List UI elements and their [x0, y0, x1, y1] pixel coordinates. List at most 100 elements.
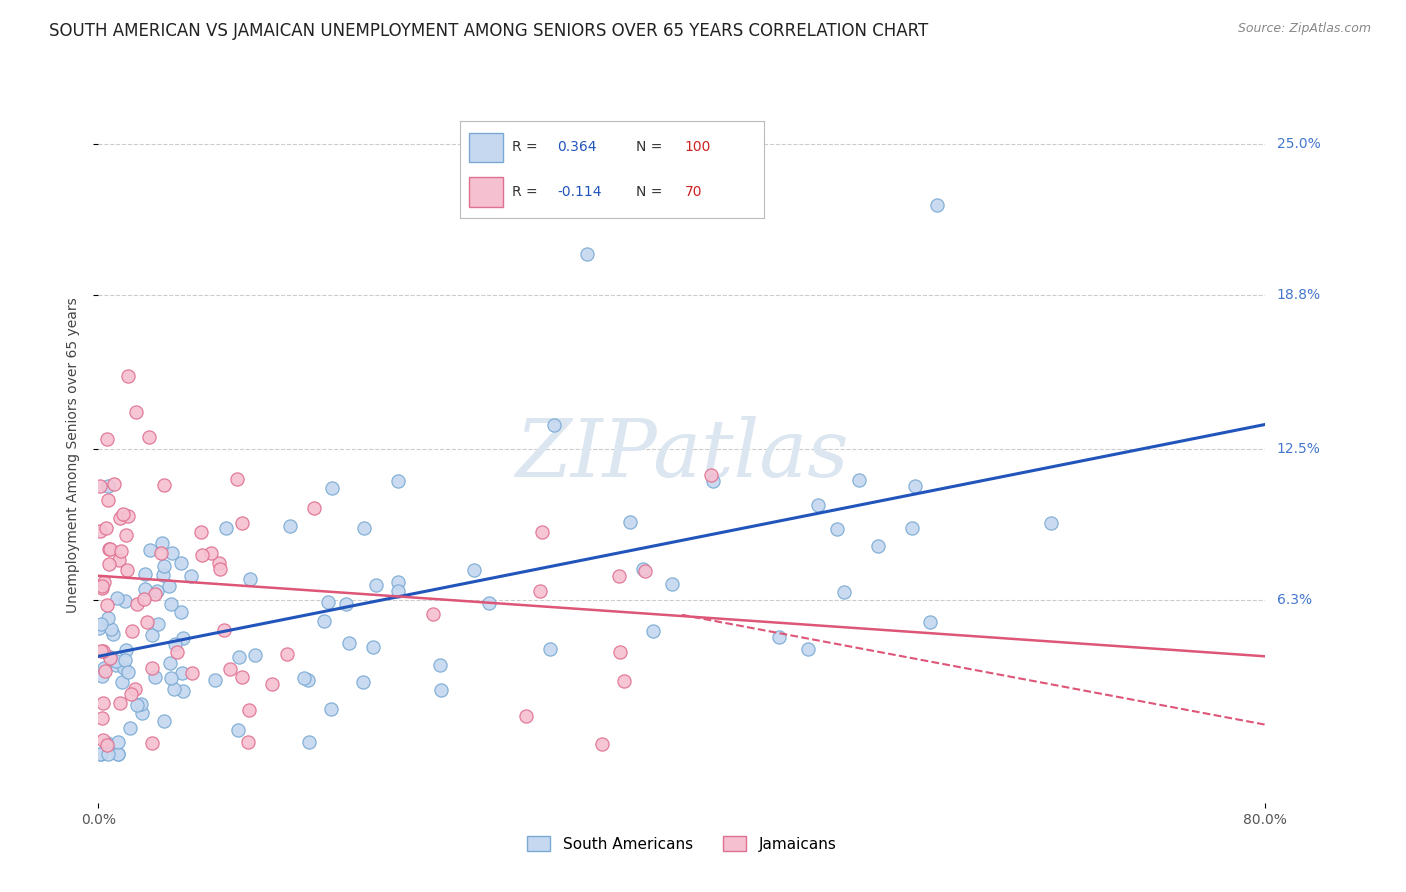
Point	[104, 654, 127, 668]
Point	[108, 510, 131, 524]
Point	[228, 650, 250, 665]
Point	[93, 575, 115, 590]
Point	[866, 539, 889, 553]
Point	[352, 674, 374, 689]
Point	[152, 558, 174, 573]
Point	[364, 577, 387, 591]
Point	[89, 479, 111, 493]
Point	[848, 473, 870, 487]
Text: Source: ZipAtlas.com: Source: ZipAtlas.com	[1237, 22, 1371, 36]
Point	[152, 536, 174, 550]
Point	[170, 666, 193, 681]
Point	[297, 673, 319, 687]
Point	[538, 642, 561, 657]
Point	[104, 657, 127, 672]
Point	[117, 509, 139, 524]
Point	[97, 747, 120, 761]
Point	[191, 548, 214, 562]
Point	[91, 579, 114, 593]
Point	[100, 622, 122, 636]
Point	[543, 418, 565, 433]
Point	[163, 637, 186, 651]
Point	[768, 630, 790, 644]
Point	[91, 581, 114, 595]
Point	[136, 615, 159, 630]
Text: 18.8%: 18.8%	[1277, 288, 1320, 302]
Text: 6.3%: 6.3%	[1277, 593, 1312, 607]
Point	[111, 674, 134, 689]
Point	[103, 476, 125, 491]
Point	[141, 735, 163, 749]
Point	[143, 670, 166, 684]
Point	[125, 698, 148, 712]
Point	[98, 558, 121, 572]
Point	[107, 735, 129, 749]
Point	[134, 567, 156, 582]
Point	[215, 521, 238, 535]
Point	[98, 650, 121, 665]
Point	[353, 521, 375, 535]
Point	[204, 673, 226, 687]
Point	[231, 670, 253, 684]
Point	[96, 599, 118, 613]
Point	[807, 498, 830, 512]
Point	[107, 747, 129, 761]
Point	[124, 681, 146, 696]
Point	[834, 585, 856, 599]
Point	[91, 643, 114, 657]
Point	[103, 626, 125, 640]
Point	[318, 595, 340, 609]
Point	[89, 747, 111, 761]
Point	[529, 583, 551, 598]
Point	[124, 405, 146, 419]
Point	[153, 478, 176, 492]
Point	[797, 642, 820, 657]
Point	[141, 628, 163, 642]
Text: 25.0%: 25.0%	[1277, 136, 1320, 151]
Point	[631, 562, 654, 576]
Point	[94, 665, 117, 679]
Point	[387, 584, 409, 599]
Point	[152, 714, 174, 728]
Point	[312, 614, 335, 628]
Point	[107, 747, 129, 761]
Point	[576, 246, 599, 260]
Point	[219, 662, 242, 676]
Point	[93, 661, 115, 675]
Point	[243, 648, 266, 662]
Point	[634, 564, 657, 578]
Point	[120, 687, 142, 701]
Point	[200, 546, 222, 560]
Point	[139, 542, 162, 557]
Point	[90, 711, 112, 725]
Point	[387, 575, 409, 590]
Point	[208, 562, 231, 576]
Point	[97, 493, 120, 508]
Point	[1040, 516, 1063, 531]
Text: ZIPatlas: ZIPatlas	[515, 417, 849, 493]
Point	[180, 569, 202, 583]
Point	[825, 522, 848, 536]
Point	[276, 647, 298, 661]
Point	[110, 544, 132, 558]
Point	[91, 733, 114, 747]
Point	[172, 683, 194, 698]
Point	[172, 631, 194, 645]
Point	[319, 702, 342, 716]
Point	[212, 623, 235, 637]
Point	[157, 579, 180, 593]
Point	[260, 676, 283, 690]
Point	[107, 553, 129, 567]
Point	[292, 672, 315, 686]
Point	[90, 617, 112, 632]
Point	[115, 527, 138, 541]
Point	[89, 524, 111, 538]
Point	[143, 587, 166, 601]
Point	[89, 644, 111, 658]
Point	[609, 645, 631, 659]
Point	[280, 518, 302, 533]
Point	[208, 556, 231, 570]
Point	[98, 542, 121, 557]
Point	[129, 697, 152, 711]
Point	[422, 607, 444, 621]
